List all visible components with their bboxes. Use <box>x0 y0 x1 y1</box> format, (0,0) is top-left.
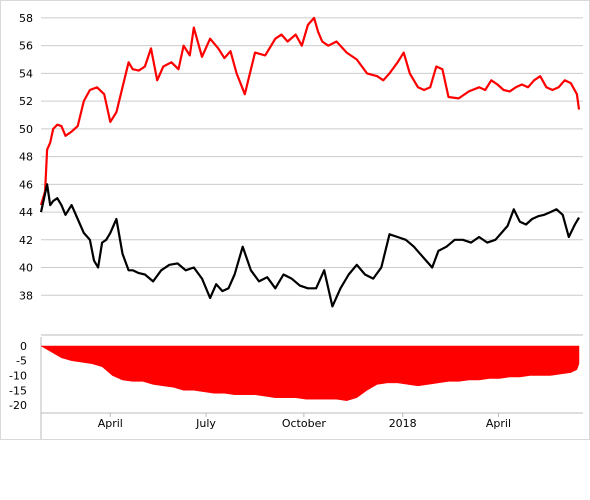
upper-y-tick-label: 48 <box>19 151 33 164</box>
lower-y-tick-label: -5 <box>16 355 27 368</box>
upper-y-tick-label: 42 <box>19 234 33 247</box>
x-axis-labels: April July October 2018 April <box>98 413 511 430</box>
series-line-red <box>39 16 581 206</box>
lower-y-tick-label: 0 <box>20 340 27 353</box>
x-tick-label: April <box>486 417 511 430</box>
upper-y-tick-label: 38 <box>19 289 33 302</box>
lower-y-tick-label: -15 <box>9 384 27 397</box>
drawdown-area-fill <box>40 345 580 401</box>
upper-grid <box>41 17 583 336</box>
drawdown-area <box>40 345 580 401</box>
chart-frame: 38 40 42 44 46 48 50 52 54 56 58 0 -5 -10 -15 -20 Apri… <box>0 0 590 440</box>
upper-y-tick-label: 46 <box>19 178 33 191</box>
chart-canvas: 38 40 42 44 46 48 50 52 54 56 58 0 -5 -10-15 -20 Apri… <box>9 12 583 439</box>
lower-y-ticks: 0 -5 -10-15 -20 <box>9 340 27 412</box>
x-tick-label: October <box>282 417 326 430</box>
upper-y-tick-label: 56 <box>19 40 33 53</box>
series-line-black <box>39 183 580 308</box>
upper-y-tick-label: 44 <box>19 206 33 219</box>
upper-y-tick-label: 52 <box>19 95 33 108</box>
x-tick-label: July <box>195 417 216 430</box>
x-tick-label: April <box>98 417 123 430</box>
upper-y-tick-label: 40 <box>19 262 33 275</box>
upper-y-ticks: 38 40 42 44 46 48 50 52 54 56 58 <box>19 12 33 302</box>
x-tick-label: 2018 <box>389 417 417 430</box>
upper-y-tick-label: 54 <box>19 67 33 80</box>
lower-y-tick-label: -10 <box>9 370 27 383</box>
upper-y-tick-label: 50 <box>19 123 33 136</box>
upper-y-tick-label: 58 <box>19 12 33 25</box>
lower-y-tick-label: -20 <box>9 399 27 412</box>
upper-series <box>39 16 581 308</box>
lower-axis <box>40 337 583 439</box>
